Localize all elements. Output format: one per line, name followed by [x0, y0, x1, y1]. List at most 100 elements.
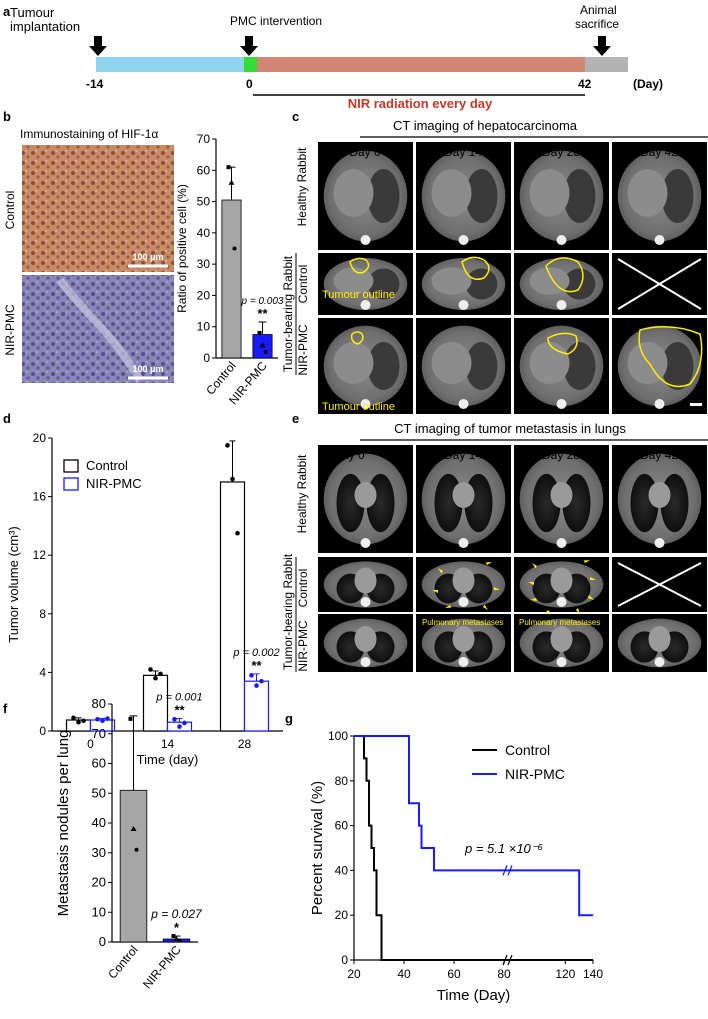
y-tick-label: 40	[197, 226, 211, 240]
outline-label: Tumour outline	[322, 401, 395, 413]
ct-heart	[550, 567, 573, 594]
data-point	[182, 720, 187, 726]
significance-stars: **	[251, 658, 262, 673]
healthy-label-c: Healthy Rabbit	[295, 147, 309, 226]
tumor-label-c: Tumor-bearing Rabbit	[281, 255, 295, 372]
data-point	[226, 165, 231, 170]
ct-liver	[529, 341, 570, 385]
series-line-nir-pmc	[354, 735, 593, 917]
x-tick-label: 40	[397, 967, 411, 981]
timeline-pre	[96, 57, 244, 72]
ct-heart	[452, 482, 475, 508]
pmc-intervention-label: PMC intervention	[230, 14, 322, 28]
tumor-label-e: Tumor-bearing Rabbit	[281, 553, 295, 670]
metastasis-arrow	[483, 604, 488, 610]
bar-nir-pmc-28	[243, 680, 270, 732]
data-point	[134, 847, 139, 852]
tumour-implantation-label: Tumour	[10, 5, 55, 20]
y-tick-label: 80	[92, 696, 106, 711]
metastasis-arrow	[438, 568, 443, 574]
significance-stars: *	[174, 920, 180, 935]
ct-spine	[360, 235, 371, 245]
metastasis-arrow	[590, 577, 596, 580]
tick-0: 0	[246, 77, 253, 91]
x-tick-label: 20	[347, 967, 361, 981]
x-axis-label: Time (Day)	[437, 987, 511, 1004]
ct-spine	[360, 300, 371, 310]
p-value: p = 5.1 ×10⁻⁶	[464, 841, 544, 856]
ct-heart	[648, 482, 671, 508]
ct-bowel	[465, 342, 498, 390]
group-label-control-c: Control	[296, 265, 310, 304]
ct-spine	[654, 657, 665, 667]
data-point	[232, 246, 237, 251]
tumour-outline	[638, 326, 703, 388]
chart-f: 0 10 20 30 40 50 60 70 80 Control NIR-PMC *p = 0.02…	[55, 696, 203, 991]
data-point	[95, 716, 100, 722]
panel-c-title: CT imaging of hepatocarcinoma	[393, 118, 578, 133]
tumour-outline	[350, 331, 364, 345]
x-tick-label: 28	[238, 737, 252, 751]
data-point	[263, 349, 268, 354]
ct-bowel	[367, 169, 400, 223]
y-tick-label: 0	[203, 351, 210, 365]
data-point	[230, 476, 235, 482]
data-point	[130, 825, 137, 831]
ct-bowel	[465, 169, 498, 223]
data-point	[259, 342, 266, 348]
scale-bar-label: 100 μm	[132, 364, 163, 374]
legend-label: Control	[86, 458, 128, 473]
data-point	[177, 724, 182, 729]
timeline-post	[585, 57, 628, 72]
x-tick-label: 140	[583, 967, 603, 981]
data-point	[71, 715, 76, 721]
timeline: Tumour implantation PMC intervention Ani…	[10, 3, 663, 111]
data-point	[171, 934, 176, 939]
legend-swatch	[63, 459, 79, 473]
ct-liver	[333, 341, 374, 385]
tumour-implantation-label-2: implantation	[10, 19, 80, 34]
group-label-nir-c: NIR-PMC	[296, 324, 310, 376]
tumour-outline	[547, 332, 578, 355]
y-axis-label: Percent survival (%)	[309, 781, 326, 915]
y-axis-label: Tumor volume (cm³)	[6, 526, 21, 643]
metastasis-arrow	[494, 587, 500, 590]
ct-spine	[458, 399, 469, 409]
data-point	[259, 678, 264, 684]
panel-label-b: b	[3, 109, 11, 124]
y-tick-label: 70	[92, 726, 106, 741]
y-tick-label: 4	[39, 665, 46, 679]
ct-heart	[550, 626, 573, 652]
metastasis-arrow	[528, 582, 534, 585]
row-label-control: Control	[3, 191, 17, 230]
data-point	[177, 938, 182, 943]
x-tick-label: Control	[105, 943, 141, 982]
ct-bowel	[465, 268, 498, 300]
y-tick-label: 60	[335, 819, 349, 833]
data-point	[148, 667, 153, 672]
data-point	[76, 719, 81, 725]
data-point	[128, 716, 133, 721]
ct-spine	[458, 657, 469, 667]
significance-stars: **	[257, 306, 268, 321]
y-tick-label: 40	[92, 815, 106, 830]
ct-spine	[458, 597, 469, 607]
p-value: p = 0.001	[155, 692, 202, 704]
ct-heart	[354, 567, 377, 594]
data-point	[81, 718, 86, 724]
ct-heart	[452, 626, 475, 652]
x-tick-label: 14	[161, 737, 175, 751]
ct-heart	[354, 482, 377, 508]
y-tick-label: 8	[39, 607, 46, 621]
ct-spine	[360, 657, 371, 667]
metastasis-arrow	[583, 560, 590, 563]
data-point	[158, 671, 163, 677]
y-axis-label: Metastasis nodules per lung	[55, 730, 72, 917]
legend-label: NIR-PMC	[86, 476, 142, 491]
ct-spine	[654, 399, 665, 409]
data-point	[235, 530, 240, 536]
ct-spine	[556, 300, 567, 310]
metastasis-arrow	[576, 608, 580, 614]
